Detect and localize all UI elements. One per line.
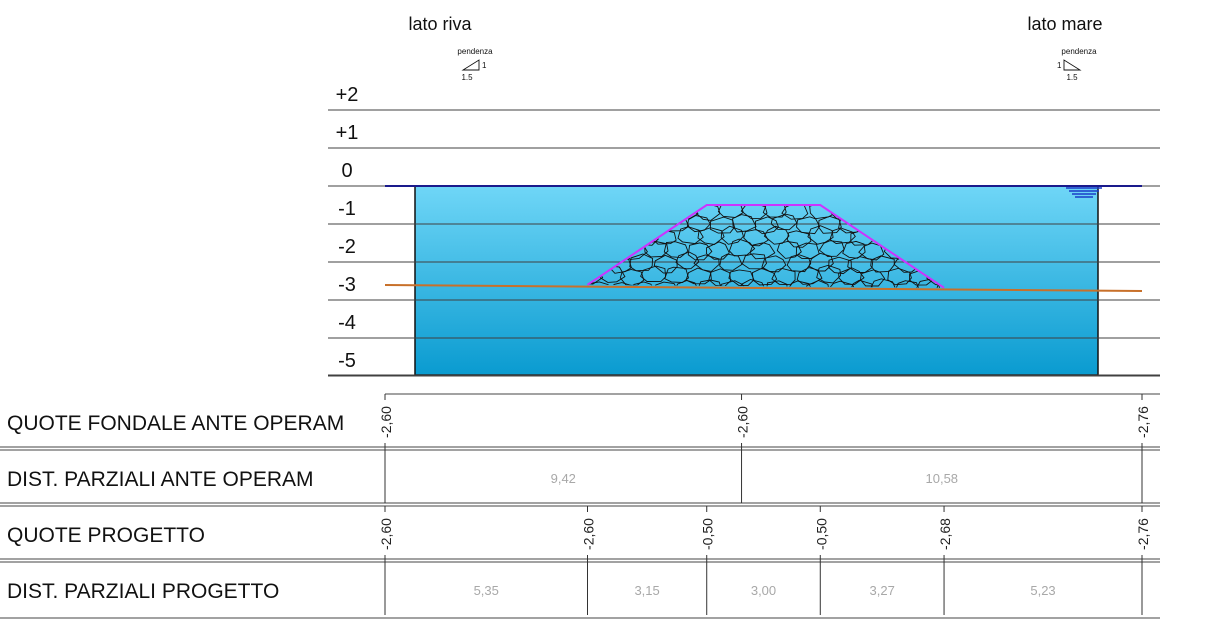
rubble-stone <box>805 280 830 288</box>
rubble-stone <box>818 240 845 258</box>
embankment-outline <box>586 204 945 289</box>
elevation-value: -2,68 <box>937 518 953 550</box>
profile-table: QUOTE FONDALE ANTE OPERAM DIST. PARZIALI … <box>0 393 1160 619</box>
rubble-stone <box>629 281 657 288</box>
rubble-stone <box>887 267 912 286</box>
distance-value: 5,23 <box>1030 583 1055 598</box>
rubble-stone <box>697 227 725 245</box>
slope-left-title: pendenza <box>457 47 493 56</box>
distance-value: 3,27 <box>870 583 895 598</box>
rubble-stone <box>693 254 720 272</box>
rubble-stone <box>664 266 690 283</box>
rubble-stone <box>770 213 798 231</box>
distance-value: 9,42 <box>551 471 576 486</box>
rubble-stone <box>808 252 834 272</box>
rubble-stone <box>870 255 895 273</box>
slope-right-rise: 1 <box>1057 61 1062 70</box>
rubble-stone <box>673 280 700 288</box>
slope-right-run: 1.5 <box>1066 73 1078 82</box>
rubble-stone <box>807 225 834 245</box>
rubble-stone <box>816 264 842 284</box>
elevation-value: -0,50 <box>700 518 716 550</box>
rubble-stone <box>771 268 796 286</box>
rubble-stone <box>653 254 678 274</box>
elevation-value: -0,50 <box>813 518 829 550</box>
rubble-stone <box>776 241 802 259</box>
slope-left-run: 1.5 <box>461 73 473 82</box>
elevation-value: -2,60 <box>378 518 394 550</box>
rubble-stone <box>786 254 812 273</box>
elevation-value: -2,60 <box>378 406 394 438</box>
rubble-stone <box>869 278 897 288</box>
lato-riva-label: lato riva <box>408 14 472 34</box>
rubble-stone <box>740 205 768 220</box>
rubble-stone <box>827 280 856 288</box>
elevation-value: -2,60 <box>580 518 596 550</box>
rubble-stone <box>751 267 778 286</box>
rubble-stone <box>677 226 704 245</box>
elevation-label: -1 <box>338 198 356 220</box>
rubble-stone <box>786 230 812 248</box>
rubble-stone <box>640 265 667 282</box>
elevation-label: -2 <box>338 236 356 258</box>
rubble-stone <box>717 205 744 218</box>
table-row-label: DIST. PARZIALI PROGETTO <box>7 580 279 603</box>
rubble-stone <box>894 280 921 288</box>
rubble-stone <box>709 216 735 234</box>
rubble-stone <box>795 242 820 259</box>
distance-value: 5,35 <box>474 583 499 598</box>
elevation-label: +2 <box>336 84 359 106</box>
rubble-stone <box>765 280 788 288</box>
elevation-label: -5 <box>338 350 356 372</box>
elevation-label: -4 <box>338 312 356 334</box>
rubble-stone <box>720 280 747 288</box>
rubble-stone <box>743 229 769 247</box>
rubble-stone <box>675 251 700 270</box>
elevation-value: -2,60 <box>735 406 751 438</box>
slope-indicator-right: pendenza 1 1.5 <box>1057 47 1097 82</box>
water-level-symbol <box>1066 187 1102 198</box>
rubble-stone <box>663 241 689 258</box>
distance-value: 3,15 <box>634 583 659 598</box>
rubble-stone <box>728 269 755 287</box>
table-row-label: QUOTE FONDALE ANTE OPERAM <box>7 412 344 435</box>
rubble-stone <box>629 253 654 272</box>
rubble-stone <box>762 205 787 218</box>
slope-right-title: pendenza <box>1061 47 1097 56</box>
rubble-stone <box>829 227 856 244</box>
rubble-stone <box>720 225 744 245</box>
slope-indicator-left: pendenza 1 1.5 <box>457 47 493 82</box>
rubble-stone <box>685 267 712 285</box>
slope-left-rise: 1 <box>482 61 487 70</box>
rubble-stone <box>687 242 713 261</box>
water-body <box>414 185 1099 376</box>
table-row-label: QUOTE PROGETTO <box>7 524 205 547</box>
rubble-stone <box>860 269 886 287</box>
rubble-stone <box>705 241 730 260</box>
rubble-stone <box>755 216 779 235</box>
table-row-label: DIST. PARZIALI ANTE OPERAM <box>7 468 314 491</box>
distance-value: 10,58 <box>926 471 959 486</box>
rubble-stone <box>796 216 821 235</box>
slope-left-triangle <box>461 59 480 71</box>
elevation-label: +1 <box>336 122 359 144</box>
elevation-labels: +2 +1 0 -1 -2 -3 -4 -5 <box>336 84 359 372</box>
rubble-stone <box>728 238 756 257</box>
elevation-value: -2,76 <box>1135 518 1151 550</box>
rubble-stone <box>935 279 945 288</box>
rubble-stone <box>719 253 743 271</box>
distance-value: 3,00 <box>751 583 776 598</box>
seabed-line <box>384 284 1143 292</box>
lato-mare-label: lato mare <box>1027 14 1102 34</box>
rubble-stone <box>818 215 842 234</box>
slope-right-triangle <box>1063 59 1082 71</box>
elevation-label: 0 <box>341 160 352 182</box>
rubble-stone <box>732 214 757 233</box>
elevation-label: -3 <box>338 274 356 296</box>
rubble-stone <box>644 240 669 258</box>
rubble-stone <box>761 255 787 273</box>
elevation-value: -2,76 <box>1135 406 1151 438</box>
